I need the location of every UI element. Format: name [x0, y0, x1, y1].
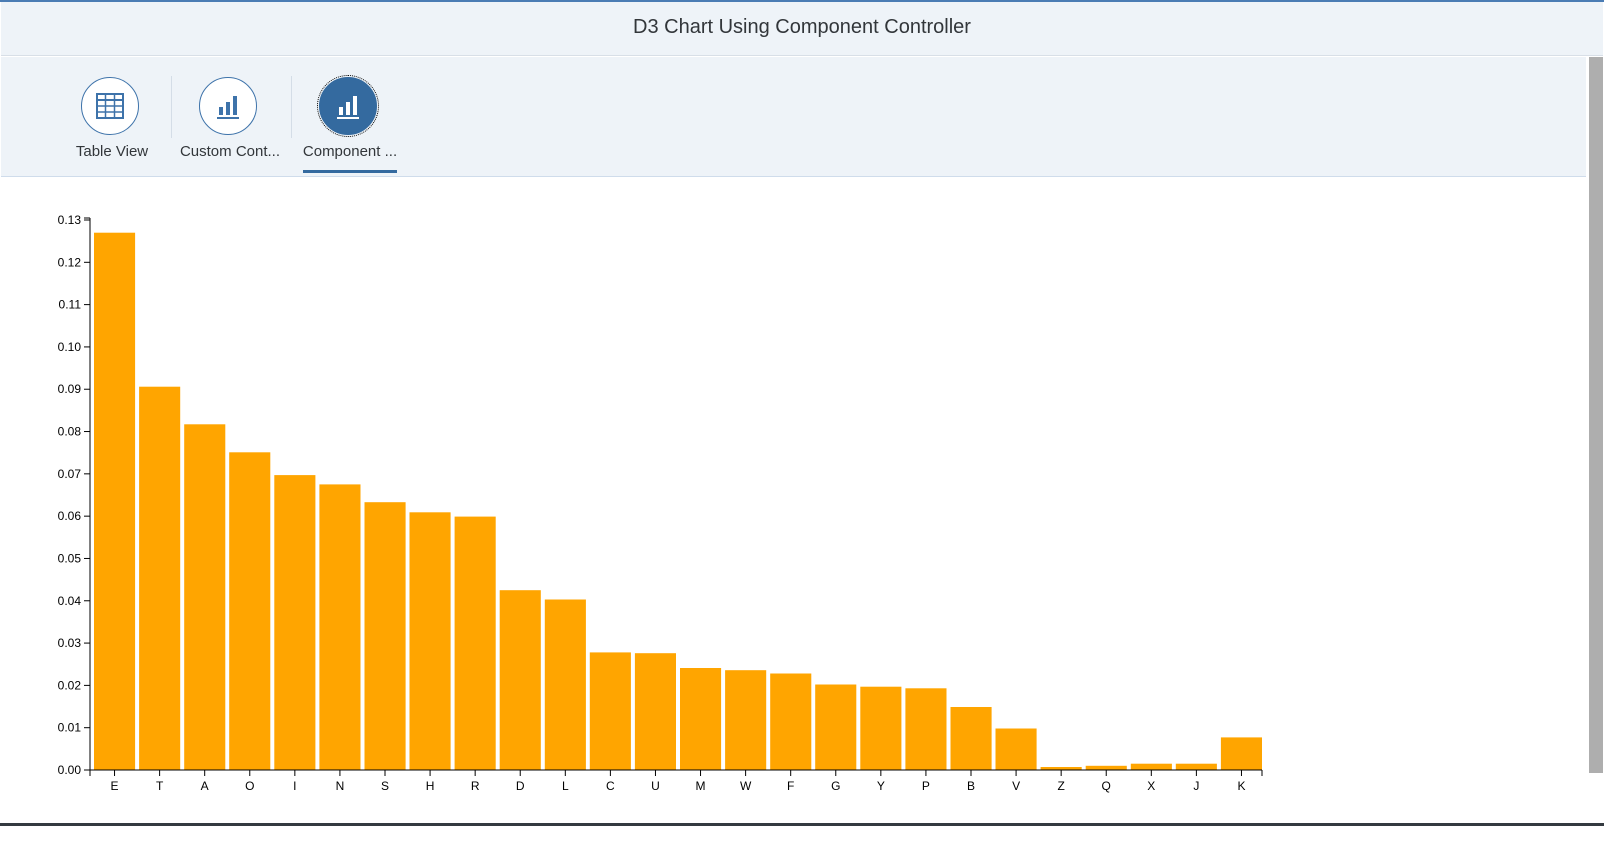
bar-m: [680, 668, 722, 770]
x-tick-label: A: [201, 779, 209, 793]
bar-b: [950, 707, 992, 770]
bar-chart-icon: [337, 96, 359, 119]
tab-component-controller-label: Component ...: [302, 143, 398, 160]
bar-g: [815, 684, 857, 770]
x-tick-label: G: [831, 779, 840, 793]
x-tick-label: T: [156, 779, 164, 793]
bar-z: [1040, 767, 1082, 770]
bar-y: [860, 686, 902, 770]
icon-tab-bar: Table View Custom Cont...: [1, 57, 1586, 177]
tab-table-view[interactable]: Table View: [57, 57, 167, 177]
vertical-scrollbar[interactable]: [1586, 57, 1604, 823]
x-tick-label: W: [740, 779, 752, 793]
table-icon: [96, 93, 124, 119]
x-tick-label: D: [516, 779, 525, 793]
x-tick-label: C: [606, 779, 615, 793]
tab-separator: [291, 76, 292, 138]
bar-t: [139, 386, 181, 770]
y-tick-label: 0.11: [59, 298, 82, 312]
chart-container: 0.00 0.01 0.02 0.03 0.04 0.05 0.06 0.07 0.08 0.09…: [1, 178, 1586, 823]
x-tick-label: Q: [1102, 779, 1111, 793]
y-tick-label: 0.06: [58, 509, 82, 523]
bar-j: [1175, 763, 1217, 770]
x-tick-label: X: [1147, 779, 1155, 793]
x-tick-label: Y: [877, 779, 885, 793]
tab-custom-controller-label: Custom Cont...: [179, 143, 281, 160]
x-tick-label: I: [293, 779, 296, 793]
x-tick-label: V: [1012, 779, 1020, 793]
x-tick-label: S: [381, 779, 389, 793]
bar-a: [184, 424, 226, 770]
window-top-border: [0, 0, 1604, 2]
y-tick-label: 0.13: [58, 213, 82, 227]
bar-h: [409, 512, 451, 770]
x-tick-label: Z: [1057, 779, 1064, 793]
bar-v: [995, 728, 1037, 770]
x-tick-label: F: [787, 779, 794, 793]
bar-e: [94, 232, 136, 770]
bar-n: [319, 484, 361, 770]
page-header: D3 Chart Using Component Controller: [1, 2, 1603, 56]
tab-component-controller[interactable]: Component ...: [295, 57, 405, 177]
bar-x: [1130, 763, 1172, 770]
y-tick-label: 0.07: [58, 467, 82, 481]
bar-r: [454, 516, 496, 770]
y-tick-label: 0.05: [58, 551, 82, 565]
y-tick-label: 0.00: [58, 763, 82, 777]
y-tick-label: 0.04: [58, 594, 82, 608]
y-tick-label: 0.10: [58, 340, 82, 354]
y-tick-label: 0.09: [58, 382, 82, 396]
x-tick-label: B: [967, 779, 975, 793]
bar-o: [229, 452, 271, 770]
bar-k: [1220, 737, 1262, 770]
tab-custom-controller[interactable]: Custom Cont...: [175, 57, 285, 177]
bar-f: [770, 673, 812, 770]
y-tick-label: 0.02: [58, 678, 82, 692]
tab-component-controller-circle[interactable]: [317, 75, 379, 137]
y-tick-label: 0.08: [58, 425, 82, 439]
tab-custom-controller-circle[interactable]: [199, 77, 257, 135]
y-tick-label: 0.03: [58, 636, 82, 650]
x-tick-label: N: [336, 779, 345, 793]
x-tick-label: P: [922, 779, 930, 793]
bar-i: [274, 475, 316, 770]
x-tick-label: H: [426, 779, 435, 793]
bar-s: [364, 502, 406, 770]
active-tab-indicator: [303, 170, 397, 173]
x-tick-label: M: [696, 779, 706, 793]
x-tick-label: L: [562, 779, 569, 793]
x-tick-label: J: [1193, 779, 1199, 793]
scrollbar-thumb[interactable]: [1589, 57, 1603, 773]
bar-chart-icon: [217, 96, 239, 119]
window-bottom-border: [0, 823, 1604, 845]
x-tick-label: K: [1237, 779, 1245, 793]
x-tick-label: E: [111, 779, 119, 793]
tab-table-view-circle[interactable]: [81, 77, 139, 135]
x-tick-label: O: [245, 779, 254, 793]
x-tick-label: U: [651, 779, 660, 793]
bar-d: [499, 590, 541, 770]
bar-l: [544, 599, 586, 770]
bar-c: [589, 652, 631, 770]
tab-table-view-label: Table View: [75, 143, 149, 160]
tab-separator: [171, 76, 172, 138]
y-tick-label: 0.12: [58, 255, 82, 269]
bar-w: [725, 670, 767, 770]
bar-u: [634, 653, 676, 770]
y-tick-label: 0.01: [58, 721, 82, 735]
page-title: D3 Chart Using Component Controller: [633, 16, 971, 38]
x-tick-label: R: [471, 779, 480, 793]
bar-q: [1085, 765, 1127, 770]
bar-chart: 0.00 0.01 0.02 0.03 0.04 0.05 0.06 0.07 0.08 0.09…: [58, 213, 1263, 793]
bar-p: [905, 688, 947, 770]
